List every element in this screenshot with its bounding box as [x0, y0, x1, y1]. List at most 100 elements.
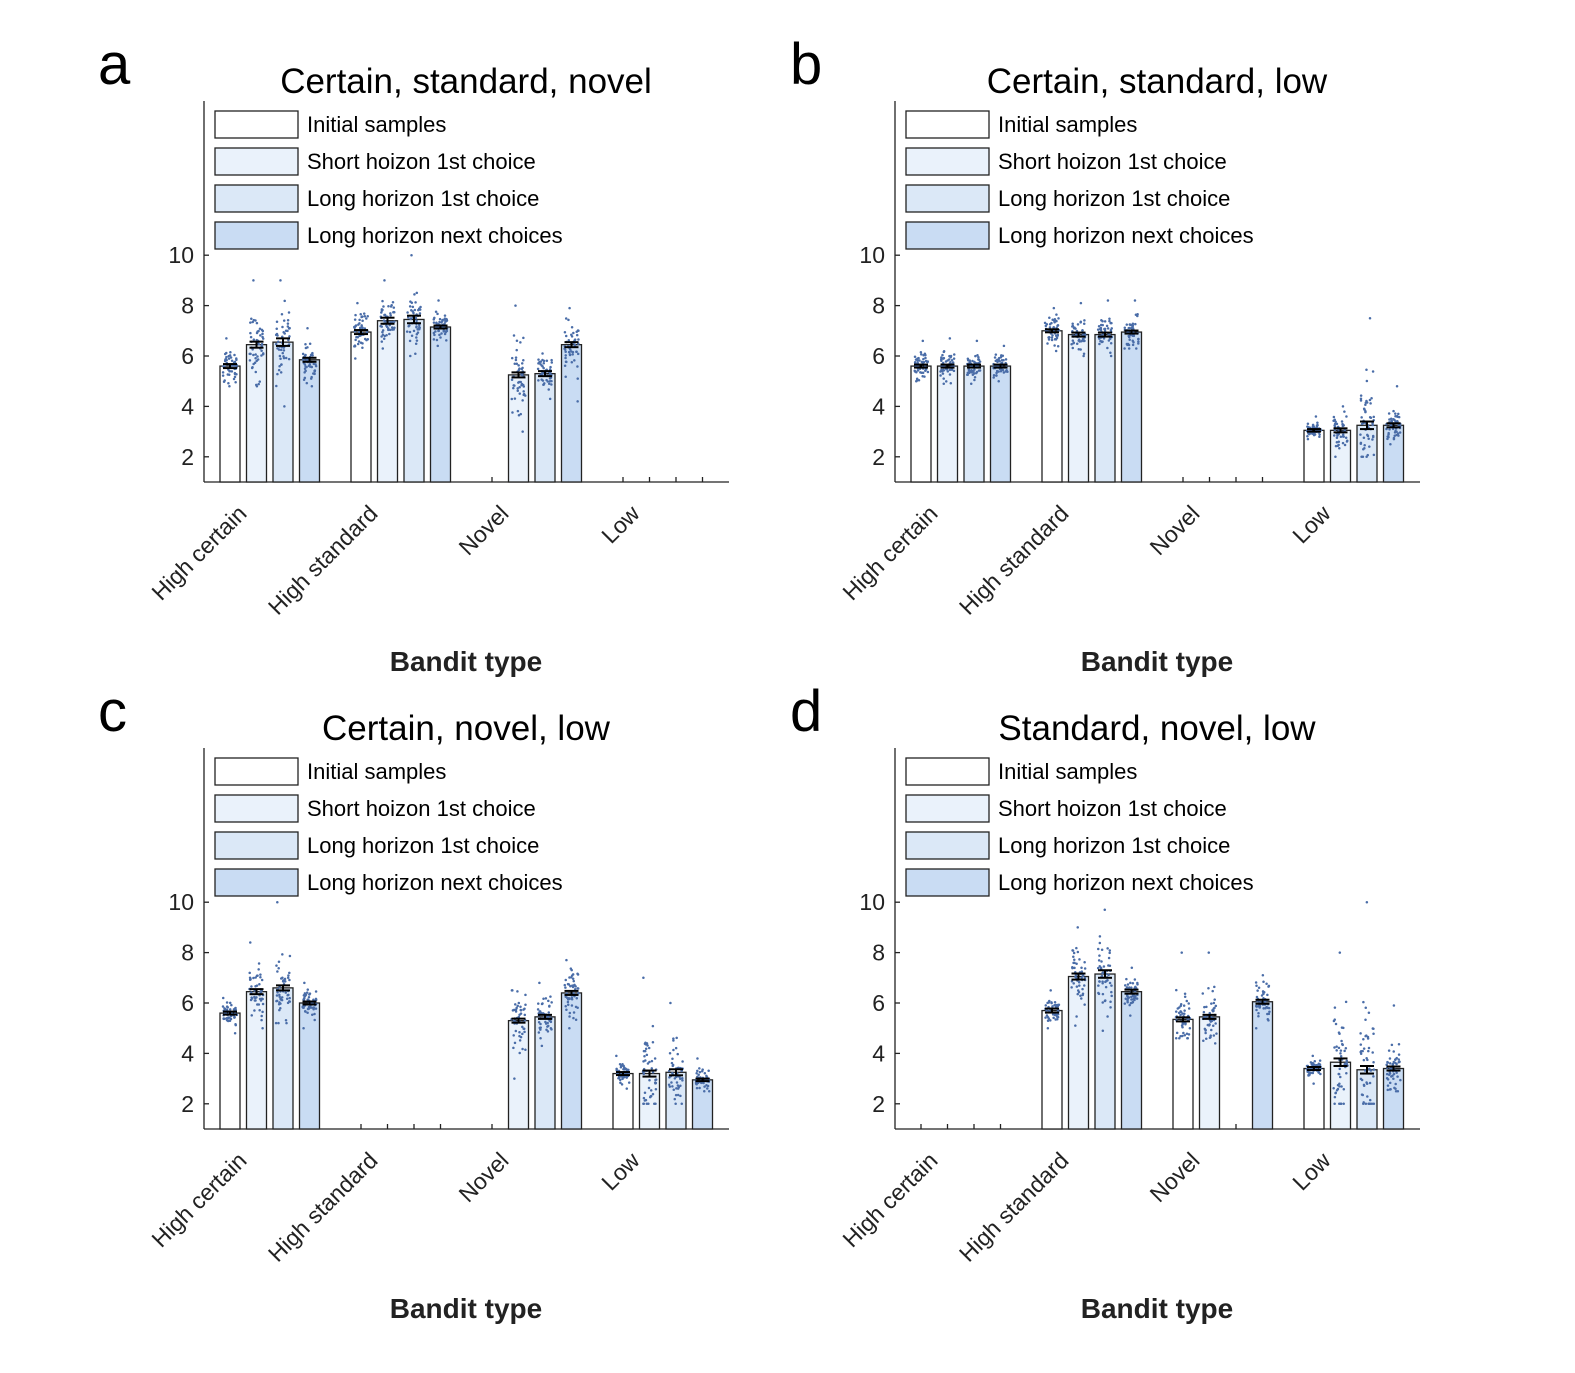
data-point [1131, 981, 1135, 985]
data-point [259, 334, 262, 337]
data-point [1053, 338, 1057, 341]
data-point [257, 968, 260, 971]
data-point [1313, 433, 1317, 436]
data-point [1104, 999, 1107, 1002]
data-point [1338, 446, 1341, 450]
legend-label: Initial samples [998, 759, 1137, 784]
data-point [913, 361, 917, 365]
data-point [1051, 1005, 1054, 1008]
data-point [510, 378, 514, 382]
data-point [570, 335, 574, 338]
data-point [977, 369, 981, 372]
data-point [1108, 964, 1112, 967]
x-axis-label-a: Bandit type [390, 646, 542, 677]
data-point [1125, 986, 1129, 989]
data-point [1335, 436, 1339, 439]
data-point [230, 1003, 233, 1007]
data-point [701, 1068, 704, 1071]
data-point [305, 381, 309, 385]
data-point [1345, 415, 1348, 418]
data-point [1130, 986, 1133, 989]
panel-letter-a: a [98, 32, 131, 97]
data-point [576, 987, 580, 990]
legend-swatch [905, 147, 990, 176]
data-point [1311, 1054, 1315, 1058]
data-point [522, 390, 525, 393]
data-point [307, 995, 311, 999]
data-point [917, 378, 921, 382]
data-point [1257, 1012, 1260, 1015]
data-point [540, 378, 543, 381]
data-point [261, 1010, 264, 1014]
data-point [1372, 1060, 1375, 1064]
data-point [1097, 959, 1101, 962]
data-point [1306, 422, 1310, 425]
data-point [288, 971, 291, 975]
data-point [1108, 981, 1112, 985]
data-point [254, 370, 258, 374]
data-point [1388, 1062, 1392, 1065]
bar [1067, 333, 1090, 483]
data-point [1364, 401, 1368, 404]
data-point [1056, 1015, 1060, 1019]
data-point [1388, 1057, 1392, 1060]
data-point [229, 1017, 233, 1021]
data-point [437, 329, 440, 333]
data-point [1363, 443, 1366, 447]
data-point [1372, 1032, 1375, 1036]
data-point [445, 318, 448, 321]
data-point [1098, 337, 1101, 340]
data-point [1078, 984, 1081, 987]
data-point [1360, 455, 1363, 459]
data-point [1109, 351, 1112, 355]
bar [298, 359, 321, 483]
y-tick-label: 6 [872, 343, 885, 369]
data-point [537, 1031, 541, 1034]
data-point [563, 364, 567, 368]
data-point [1368, 1102, 1372, 1106]
data-point [1056, 323, 1060, 327]
data-point [1337, 1046, 1341, 1050]
data-point [1211, 989, 1214, 993]
data-point [671, 1063, 675, 1067]
data-point [1394, 1089, 1398, 1093]
data-point [1318, 1059, 1322, 1062]
data-point [1046, 1026, 1050, 1030]
data-point [536, 367, 540, 371]
data-point [1364, 403, 1367, 407]
data-point [1134, 322, 1137, 326]
bar [989, 365, 1012, 483]
y-tick-label: 10 [168, 889, 194, 915]
data-point [1371, 1027, 1375, 1030]
data-point [1386, 1084, 1390, 1087]
data-point [407, 316, 410, 319]
data-point [1073, 958, 1076, 961]
data-point [518, 392, 521, 395]
data-point [521, 366, 524, 370]
data-point [1368, 398, 1372, 402]
data-point [414, 352, 417, 356]
data-point [1044, 1004, 1048, 1007]
data-point [1110, 984, 1113, 987]
data-point [670, 1081, 673, 1084]
data-point [643, 1091, 647, 1094]
data-point [225, 355, 228, 359]
data-point [255, 321, 259, 325]
data-point [1048, 335, 1051, 339]
data-point [408, 305, 412, 308]
data-point [409, 300, 412, 303]
data-point [538, 981, 541, 985]
data-point [951, 361, 955, 364]
data-point [515, 348, 518, 352]
data-point [520, 362, 524, 365]
data-point [567, 339, 571, 342]
data-point [917, 356, 920, 360]
data-point [1074, 1024, 1077, 1027]
data-point [260, 978, 264, 982]
data-point [619, 1081, 622, 1084]
data-point [1083, 319, 1086, 322]
data-point [995, 374, 998, 377]
legend-label: Short hoizon 1st choice [307, 796, 536, 821]
data-point [1104, 980, 1107, 984]
data-point [970, 368, 973, 372]
